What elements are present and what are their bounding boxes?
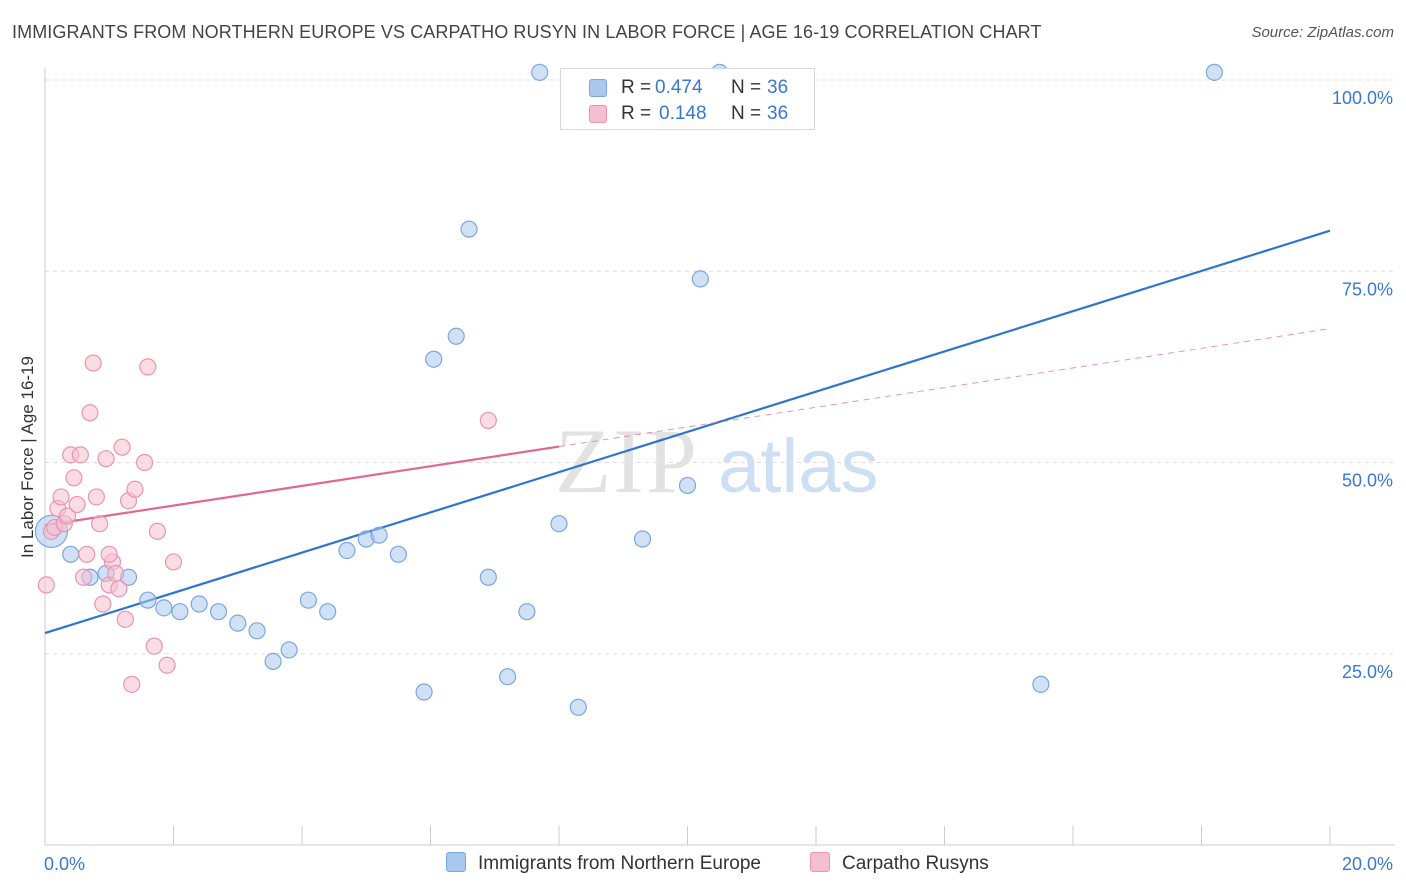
bottom-legend-swatch-pink bbox=[810, 852, 830, 872]
tick-labels: 25.0% 50.0% 75.0% 100.0% 0.0% 20.0% bbox=[44, 88, 1393, 874]
gridlines bbox=[45, 79, 1395, 655]
data-point-blue bbox=[633, 530, 652, 548]
data-point-pink bbox=[68, 495, 86, 514]
data-point-pink bbox=[84, 354, 102, 372]
legend-r-value: 0.148 bbox=[659, 103, 707, 124]
data-point-pink bbox=[74, 568, 93, 586]
data-point-blue bbox=[338, 541, 356, 560]
data-point-blue bbox=[190, 595, 208, 613]
chart-title: IMMIGRANTS FROM NORTHERN EUROPE VS CARPA… bbox=[12, 22, 1042, 42]
data-point-blue bbox=[370, 526, 388, 544]
data-point-blue bbox=[415, 683, 433, 701]
legend-n-value: 36 bbox=[767, 103, 789, 124]
data-point-blue bbox=[425, 350, 443, 368]
trend-lines bbox=[44, 229, 1331, 635]
data-point-pink bbox=[94, 595, 112, 613]
data-point-pink bbox=[116, 610, 134, 628]
data-point-pink bbox=[71, 446, 89, 464]
bottom-legend-swatch-blue bbox=[446, 852, 466, 872]
data-point-pink bbox=[91, 515, 109, 533]
legend-n-label: N = bbox=[731, 103, 762, 124]
bottom-legend-label-pink: Carpatho Rusyns bbox=[842, 853, 989, 874]
data-point-pink bbox=[123, 675, 141, 693]
data-point-pink bbox=[78, 545, 96, 563]
y-tick-label: 75.0% bbox=[1342, 279, 1393, 299]
data-point-blue bbox=[678, 476, 697, 495]
data-point-pink bbox=[100, 545, 118, 563]
legend-r-label: R = bbox=[621, 103, 652, 124]
correlation-legend: R = 0.474 N = 36 R = 0.148 N = 36 bbox=[560, 68, 815, 130]
legend-swatch-pink bbox=[589, 105, 607, 123]
data-point-pink bbox=[37, 576, 55, 594]
data-point-pink bbox=[87, 488, 106, 506]
data-point-pink bbox=[58, 507, 77, 525]
data-point-blue bbox=[569, 698, 587, 716]
x-tick-label-min: 0.0% bbox=[44, 854, 85, 874]
data-point-blue bbox=[389, 545, 407, 563]
data-point-blue bbox=[518, 603, 536, 621]
trend-line-pink bbox=[44, 445, 560, 527]
data-point-pink bbox=[164, 553, 183, 571]
data-point-blue bbox=[1205, 63, 1223, 81]
data-point-blue bbox=[479, 568, 497, 586]
trend-line-blue bbox=[44, 229, 1331, 635]
y-tick-label: 100.0% bbox=[1332, 88, 1393, 108]
y-tick-label: 50.0% bbox=[1342, 471, 1393, 491]
data-point-pink bbox=[97, 450, 115, 468]
data-point-pink bbox=[126, 480, 144, 498]
watermark-atlas: atlas bbox=[718, 424, 879, 509]
y-tick-label: 25.0% bbox=[1342, 662, 1393, 682]
data-point-pink bbox=[158, 656, 176, 674]
data-point-blue bbox=[299, 591, 318, 609]
axes bbox=[44, 68, 1395, 846]
data-point-pink bbox=[81, 404, 99, 422]
data-point-blue bbox=[319, 603, 337, 621]
x-tick-label-max: 20.0% bbox=[1342, 854, 1393, 874]
bottom-legend-item-blue: Immigrants from Northern Europe bbox=[446, 852, 761, 875]
data-point-blue bbox=[139, 591, 157, 609]
data-point-blue bbox=[248, 622, 266, 640]
legend-n-value: 36 bbox=[767, 77, 789, 98]
data-point-blue bbox=[531, 63, 549, 81]
data-point-pink bbox=[65, 469, 83, 487]
data-point-pink bbox=[110, 580, 128, 598]
bottom-legend-item-pink: Carpatho Rusyns bbox=[810, 852, 989, 875]
source-label: Source: ZipAtlas.com bbox=[1251, 24, 1394, 41]
data-point-pink bbox=[479, 411, 497, 430]
data-point-blue bbox=[691, 270, 709, 288]
watermark-zip: ZIP bbox=[555, 410, 699, 512]
data-point-pink bbox=[113, 438, 131, 456]
data-point-blue bbox=[447, 327, 465, 345]
data-point-blue bbox=[264, 652, 282, 671]
data-point-blue bbox=[229, 614, 247, 632]
data-point-blue bbox=[155, 599, 173, 617]
legend-swatch-blue bbox=[589, 79, 607, 97]
data-point-pink bbox=[135, 453, 154, 472]
data-point-blue bbox=[499, 668, 517, 686]
data-point-blue bbox=[1032, 675, 1050, 693]
data-point-blue bbox=[460, 220, 478, 238]
legend-r-value: 0.474 bbox=[655, 77, 703, 98]
legend-r-label: R = bbox=[621, 77, 652, 98]
data-point-blue bbox=[209, 603, 228, 621]
data-point-pink bbox=[107, 564, 125, 583]
data-point-pink bbox=[139, 358, 157, 376]
data-point-blue bbox=[280, 641, 298, 659]
legend-n-label: N = bbox=[731, 77, 762, 98]
data-points bbox=[34, 63, 1223, 716]
y-axis-label: In Labor Force | Age 16-19 bbox=[18, 356, 37, 558]
watermark: ZIP atlas bbox=[555, 410, 879, 512]
bottom-legend-label-blue: Immigrants from Northern Europe bbox=[478, 853, 761, 874]
data-point-pink bbox=[145, 637, 163, 655]
data-point-pink bbox=[52, 488, 70, 506]
data-point-blue bbox=[62, 545, 80, 563]
data-point-blue bbox=[550, 515, 568, 533]
trend-line-pink-extension bbox=[558, 328, 1331, 448]
data-point-pink bbox=[148, 522, 167, 540]
data-point-blue bbox=[171, 603, 189, 621]
